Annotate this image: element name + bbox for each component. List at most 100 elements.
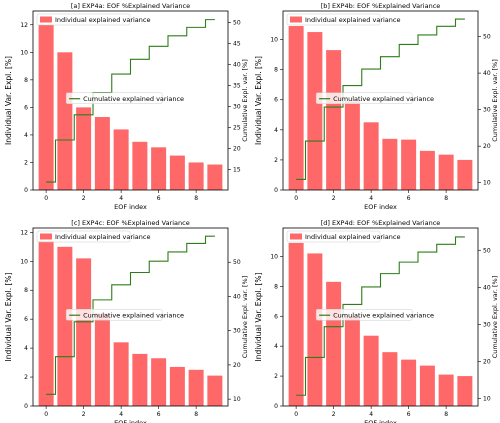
chart-title: [b] EXP4b: EOF %Explained Variance [321,2,441,10]
y-tick-label: 6 [274,313,278,320]
x-tick-label: 6 [407,411,411,418]
cumulative-line [46,19,215,183]
y-tick-label: 12 [20,22,28,29]
chart-title: [a] EXP4a: EOF %Explained Variance [71,2,190,10]
y-tick-label: 10 [20,49,28,56]
y2-tick-label: 25 [233,124,241,131]
y2-tick-label: 50 [233,19,241,26]
x-tick-label: 2 [82,411,86,418]
x-axis-label: EOF index [364,419,397,423]
y-tick-label: 8 [24,287,28,294]
x-tick-label: 0 [44,411,48,418]
bar-eof-7 [419,365,435,406]
y2-tick-label: 15 [233,166,241,173]
y-tick-label: 4 [24,345,28,352]
legend-box [315,92,413,104]
y-tick-label: 10 [270,253,278,260]
bar-eof-9 [207,375,223,406]
y2-tick-label: 45 [233,40,241,47]
legend-bar-swatch [40,233,52,240]
chart-panel-a: 0 2 4 6 8 0 2 4 6 8 10 12 15 20 25 30 35 40 45 50 [a] EXP4a:… [4,2,249,211]
bar-eof-0 [288,26,304,190]
y2-tick-label: 20 [233,362,241,369]
legend-bar-label: Individual explained variance [305,233,400,241]
y-axis-label: Individual Var. Expl. [%] [4,272,13,361]
plot-frame [32,10,229,191]
y2-tick-label: 50 [233,259,241,266]
y-tick-label: 2 [274,157,278,164]
x-axis-label: EOF index [114,419,147,423]
legend-bar-label: Individual explained variance [55,233,150,241]
bar-eof-5 [382,138,398,190]
bar-eof-0 [38,241,54,406]
bar-eof-8 [188,369,204,406]
y2-tick-label: 30 [233,103,241,110]
legend-bar-entry: Individual explained variance [36,13,150,26]
bar-eof-4 [113,129,129,190]
bar-eof-2 [76,258,92,406]
x-tick-label: 8 [444,411,448,418]
bar-eof-8 [438,374,454,406]
bar-eof-9 [207,164,223,190]
bar-eof-0 [38,24,54,191]
bar-eof-7 [419,150,435,190]
y2-tick-label: 35 [233,82,241,89]
legend-box [315,308,413,321]
x-tick-label: 6 [157,411,161,418]
y2-tick-label: 20 [233,145,241,152]
y-tick-label: 4 [274,127,278,134]
legend-line-label: Cumulative explained variance [83,95,184,103]
x-tick-label: 4 [369,195,373,202]
y-tick-label: 10 [20,258,28,265]
bar-eof-7 [169,155,185,190]
y2-axis-label: Cumulative Expl. var. [%] [241,59,249,141]
bar-eof-4 [113,342,129,406]
legend-box [286,230,381,243]
x-tick-label: 6 [157,195,161,202]
y2-axis-label: Cumulative Expl. var. [%] [241,276,249,358]
x-tick-label: 2 [332,195,336,202]
legend-box [286,13,381,26]
y2-tick-label: 10 [483,180,491,187]
plot-frame [32,227,229,407]
bar-eof-6 [151,358,167,406]
legend-box [36,230,131,243]
y2-tick-label: 30 [483,321,491,328]
x-tick-label: 6 [407,195,411,202]
chart-panel-c: 0 2 4 6 8 0 2 4 6 8 10 12 10 20 30 40 50 [c] EXP4c: EOF %… [4,219,249,423]
plot-frame [282,227,479,407]
bar-eof-2 [326,281,342,406]
x-tick-label: 8 [194,195,198,202]
y-tick-label: 0 [274,403,278,410]
bar-eof-6 [401,139,417,190]
bar-eof-2 [76,107,92,190]
bar-eof-5 [382,352,398,406]
y2-axis-label: Cumulative Expl. var. [%] [491,276,499,358]
y-tick-label: 2 [274,373,278,380]
bar-eof-9 [457,376,473,406]
y-axis-label: Individual Var. Expl. [%] [254,56,263,145]
chart-panel-d: 0 2 4 6 8 0 2 4 6 8 10 10 20 30 40 50 [d] EXP4d: EOF %Ex… [254,219,499,423]
x-tick-label: 0 [294,195,298,202]
legend-line-entry: Cumulative explained variance [65,92,184,104]
y-axis-label: Individual Var. Expl. [%] [254,272,263,361]
y-tick-label: 0 [24,187,28,194]
y2-tick-label: 40 [483,70,491,77]
y2-axis-label: Cumulative Expl. var. [%] [491,59,499,141]
bar-eof-4 [363,122,379,190]
cumulative-line [296,18,465,180]
legend-box [65,92,163,104]
y-tick-label: 2 [24,374,28,381]
bar-eof-1 [57,246,73,406]
plot-frame [282,10,479,191]
bar-eof-8 [188,162,204,190]
legend-bar-label: Individual explained variance [55,16,150,24]
legend-box [65,308,163,321]
x-tick-label: 8 [444,195,448,202]
bar-eof-2 [326,50,342,190]
bar-eof-0 [288,242,304,406]
chart-title: [d] EXP4d: EOF %Explained Variance [321,219,441,227]
legend-box [36,13,131,26]
bar-eof-3 [344,101,360,190]
